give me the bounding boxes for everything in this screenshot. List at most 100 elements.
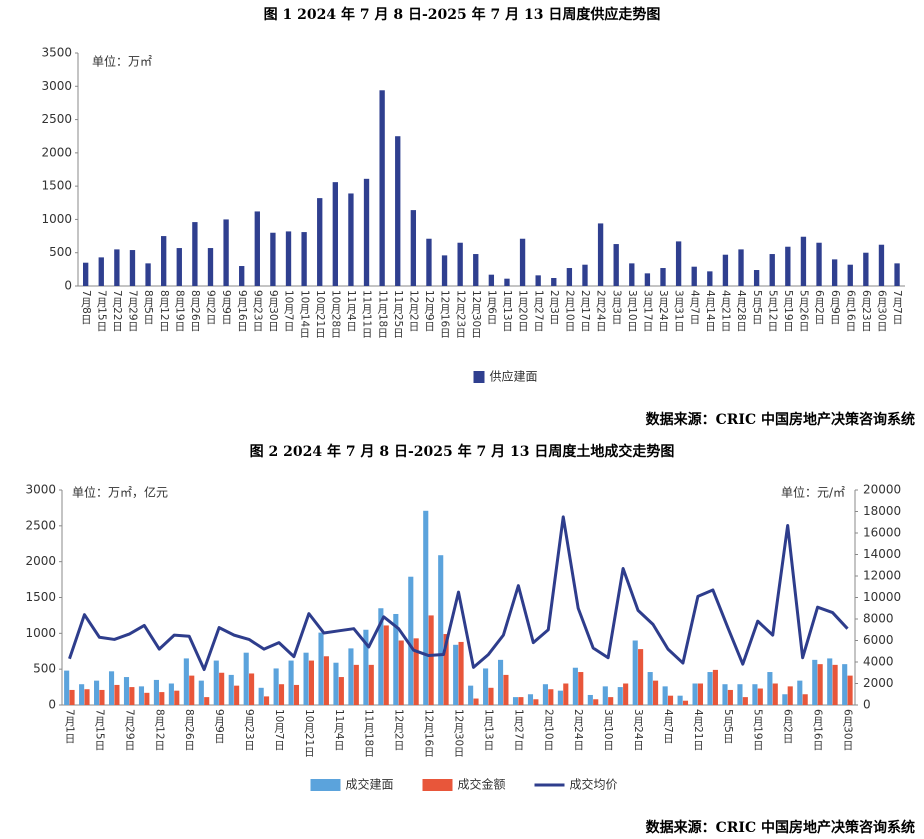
bar bbox=[533, 699, 539, 705]
bar bbox=[894, 263, 900, 286]
x-tick-label: 6月30日 bbox=[842, 709, 854, 750]
bar bbox=[753, 270, 760, 286]
bar bbox=[317, 198, 323, 286]
bar bbox=[677, 695, 683, 705]
bar bbox=[757, 688, 763, 705]
bar bbox=[323, 656, 329, 705]
y2-tick-label: 10000 bbox=[863, 590, 901, 604]
x-tick-label: 2月10日 bbox=[542, 709, 554, 750]
x-tick-label: 3月10日 bbox=[602, 709, 614, 750]
bar bbox=[587, 694, 593, 705]
bar bbox=[332, 182, 338, 286]
bar bbox=[98, 257, 104, 286]
x-tick-label: 11月11日 bbox=[361, 290, 373, 338]
bar bbox=[752, 684, 758, 705]
bar bbox=[638, 649, 644, 705]
bar bbox=[168, 683, 174, 705]
bar bbox=[410, 210, 417, 286]
y-tick-label: 0 bbox=[48, 698, 56, 712]
legend-label: 成交建面 bbox=[346, 777, 394, 792]
bar bbox=[153, 679, 159, 705]
bar bbox=[398, 640, 404, 705]
bar bbox=[239, 266, 245, 286]
bar bbox=[542, 684, 549, 705]
x-tick-label: 5月5日 bbox=[722, 709, 734, 743]
bar bbox=[159, 692, 165, 705]
x-tick-label: 7月29日 bbox=[127, 290, 139, 331]
x-tick-label: 4月21日 bbox=[720, 290, 732, 331]
bar bbox=[114, 684, 120, 705]
x-tick-label: 1月6日 bbox=[486, 290, 498, 324]
bar bbox=[368, 664, 374, 705]
y2-tick-label: 8000 bbox=[863, 612, 894, 626]
x-tick-label: 5月19日 bbox=[782, 290, 794, 331]
bar bbox=[438, 555, 444, 705]
bar bbox=[428, 615, 434, 705]
bar bbox=[682, 700, 689, 705]
x-tick-label: 1月20日 bbox=[517, 290, 529, 331]
bar bbox=[787, 686, 793, 705]
bar bbox=[608, 697, 614, 705]
bar bbox=[660, 268, 666, 286]
x-tick-label: 9月9日 bbox=[213, 709, 225, 743]
source: 数据来源：CRIC 中国房地产决策咨询系统 bbox=[646, 819, 915, 836]
bar bbox=[258, 687, 264, 705]
bar bbox=[617, 687, 623, 705]
y2-tick-label: 4000 bbox=[863, 655, 894, 669]
bar bbox=[395, 136, 401, 286]
x-tick-label: 12月30日 bbox=[453, 709, 465, 757]
bar bbox=[285, 231, 292, 286]
bar bbox=[278, 684, 285, 705]
bar bbox=[263, 696, 270, 705]
y2-tick-label: 18000 bbox=[863, 504, 901, 518]
bar bbox=[379, 90, 385, 286]
bar bbox=[548, 689, 554, 705]
line bbox=[68, 515, 849, 672]
bar bbox=[644, 273, 651, 286]
bar bbox=[722, 684, 728, 705]
bar bbox=[782, 694, 788, 705]
bar bbox=[413, 638, 419, 705]
bar bbox=[228, 674, 234, 705]
bar bbox=[348, 193, 354, 286]
x-tick-label: 11月18日 bbox=[376, 290, 388, 338]
bar bbox=[129, 687, 135, 705]
bar bbox=[667, 695, 674, 705]
bar bbox=[582, 264, 588, 286]
bar bbox=[189, 675, 195, 705]
x-tick-label: 8月12日 bbox=[153, 709, 165, 750]
x-tick-label: 2月24日 bbox=[572, 709, 584, 750]
x-tick-label: 4月14日 bbox=[704, 290, 716, 331]
bar bbox=[79, 684, 85, 705]
bar bbox=[623, 683, 629, 705]
x-tick-label: 11月25日 bbox=[392, 290, 404, 338]
bar bbox=[303, 652, 309, 705]
x-tick-label: 10月14日 bbox=[298, 290, 310, 338]
x-tick-label: 8月5日 bbox=[142, 290, 154, 324]
chart-title: 图 1 2024 年 7 月 8 日-2025 年 7 月 13 日周度供应走势… bbox=[264, 6, 661, 23]
x-tick-label: 1月27日 bbox=[532, 290, 544, 331]
bar bbox=[551, 278, 557, 286]
bar bbox=[183, 658, 189, 705]
x-tick-label: 10月7日 bbox=[273, 709, 285, 750]
bar bbox=[192, 222, 198, 286]
x-tick-label: 3月24日 bbox=[657, 290, 669, 331]
bar bbox=[243, 652, 249, 705]
unit-label: 单位：万㎡，亿元 bbox=[72, 485, 168, 500]
bar bbox=[863, 252, 869, 286]
bar bbox=[114, 249, 120, 286]
y2-tick-label: 0 bbox=[863, 698, 871, 712]
x-tick-label: 1月27日 bbox=[512, 709, 524, 750]
bar bbox=[458, 641, 464, 705]
bar bbox=[254, 211, 260, 286]
x-tick-label: 7月8日 bbox=[80, 290, 92, 324]
y-tick-label: 2000 bbox=[41, 145, 72, 159]
x-tick-label: 3月31日 bbox=[673, 290, 685, 331]
x-tick-label: 10月28日 bbox=[329, 290, 341, 338]
y-tick-label: 3500 bbox=[41, 46, 72, 60]
x-tick-label: 2月17日 bbox=[579, 290, 591, 331]
x-tick-label: 8月26日 bbox=[189, 290, 201, 331]
bar bbox=[144, 692, 150, 705]
bar bbox=[82, 262, 89, 286]
bar bbox=[301, 232, 307, 286]
